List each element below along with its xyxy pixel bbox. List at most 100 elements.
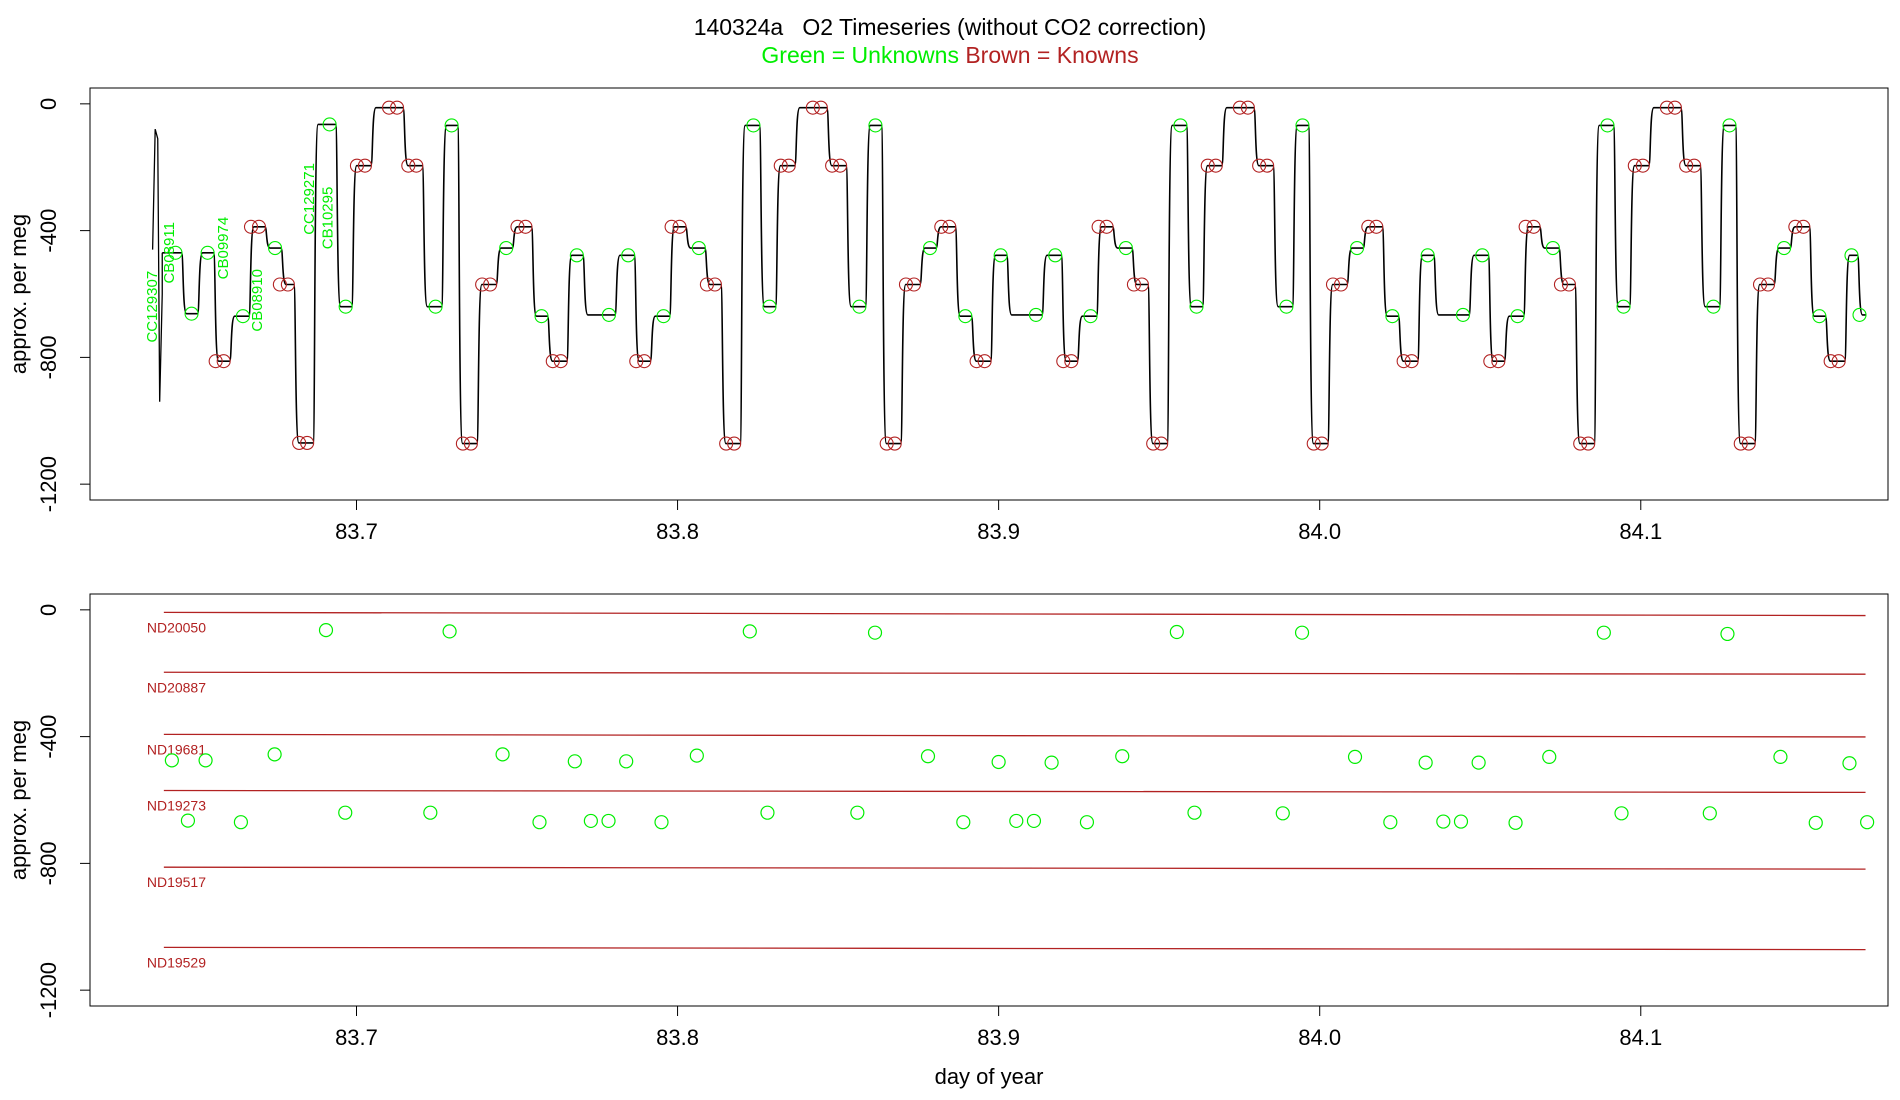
unknown-marker [1852,307,1867,322]
known-marker [1208,158,1223,173]
unknown-marker [691,240,706,256]
known-marker [1325,277,1341,292]
known-marker [977,354,992,369]
unknown-marker [1600,118,1615,133]
unknown-point [850,805,865,820]
trace-line [162,106,1866,445]
known-marker [389,100,405,115]
known-marker [1635,158,1650,173]
reference-label: ND19681 [147,741,206,757]
known-marker [1396,354,1411,369]
unknown-marker [922,240,938,256]
x-tick-label: 83.7 [335,519,378,544]
known-marker [813,100,828,115]
unknown-point [233,815,249,830]
known-marker [1627,158,1642,173]
unknown-point [1187,805,1202,820]
unknown-marker [993,248,1008,263]
x-tick-label: 84.0 [1298,519,1341,544]
unknown-point [198,753,213,768]
unknown-point [1169,624,1184,640]
unknown-point [619,754,634,769]
plot-frame [89,87,1889,501]
known-marker [1314,436,1329,451]
known-marker [1561,277,1577,292]
x-tick-label: 83.9 [977,519,1020,544]
known-marker [401,158,416,173]
y-tick-label: -1200 [36,456,61,512]
known-marker [898,277,914,292]
x-tick-label: 83.9 [977,1025,1020,1050]
unknown-point [1842,756,1857,771]
known-marker [1741,436,1756,451]
unknown-point [532,815,547,830]
known-marker [1333,277,1349,292]
timeseries-panel: 83.7 83.8 83.9 84.0 84.1 0 -400 -800 -1200 approx… [6,87,1889,544]
known-marker [510,219,525,234]
known-marker [409,158,424,173]
known-marker [969,354,984,369]
known-marker [1581,436,1596,451]
unknown-point [1508,815,1523,830]
unknown-marker [868,118,883,133]
known-marker [1232,100,1247,115]
unknown-point [423,805,438,820]
known-marker [887,436,902,451]
known-marker [629,354,644,369]
unknown-point [318,623,334,638]
known-marker [463,436,478,451]
known-marker [1134,277,1149,292]
known-marker [664,219,679,234]
unknown-marker [1048,248,1063,263]
unknown-marker [1706,299,1721,314]
known-marker [719,436,734,451]
known-marker [243,219,259,234]
y-tick-label: -1200 [36,962,61,1018]
unknown-point [180,813,196,828]
known-marker [455,436,470,451]
known-marker [773,158,788,173]
y-tick-label: 0 [36,604,61,616]
unknown-marker [235,309,250,324]
known-marker [300,435,315,451]
known-marker [1752,277,1768,292]
known-marker [216,354,231,369]
trace-spike [151,129,163,402]
unknown-point [583,813,598,829]
unknown-point [1542,749,1557,764]
legend-unknowns: Green = Unknowns [761,42,959,68]
unknown-point [1860,815,1875,830]
known-marker [1518,219,1533,234]
unknown-point [1383,815,1398,830]
unknown-point [991,754,1006,770]
known-marker [1056,354,1071,369]
unknown-marker [1812,309,1827,324]
unknown-point [1614,806,1629,821]
unknown-point [867,625,883,640]
known-marker [707,277,722,292]
known-marker [1687,158,1702,173]
unknown-marker [1349,240,1365,256]
known-marker [672,219,687,234]
known-marker [942,219,957,234]
known-marker [1252,158,1267,173]
unknown-marker [1510,309,1525,324]
unknown-marker [1385,309,1400,324]
unknown-marker [1028,307,1044,322]
unknown-point [1436,814,1451,829]
unknown-marker [444,118,459,133]
unknown-point [920,749,936,764]
unknown-marker [1545,240,1560,256]
x-tick-label: 84.0 [1298,1025,1341,1050]
known-marker [1667,100,1682,115]
x-tick-label: 83.7 [335,1025,378,1050]
known-marker [805,100,820,115]
unknown-point [1275,806,1290,821]
known-marker [825,158,840,173]
known-marker [1200,158,1215,173]
reference-line [163,946,1866,951]
unknown-marker [428,299,443,314]
reference-line [163,671,1866,675]
known-marker [879,436,894,451]
known-marker [292,435,307,451]
